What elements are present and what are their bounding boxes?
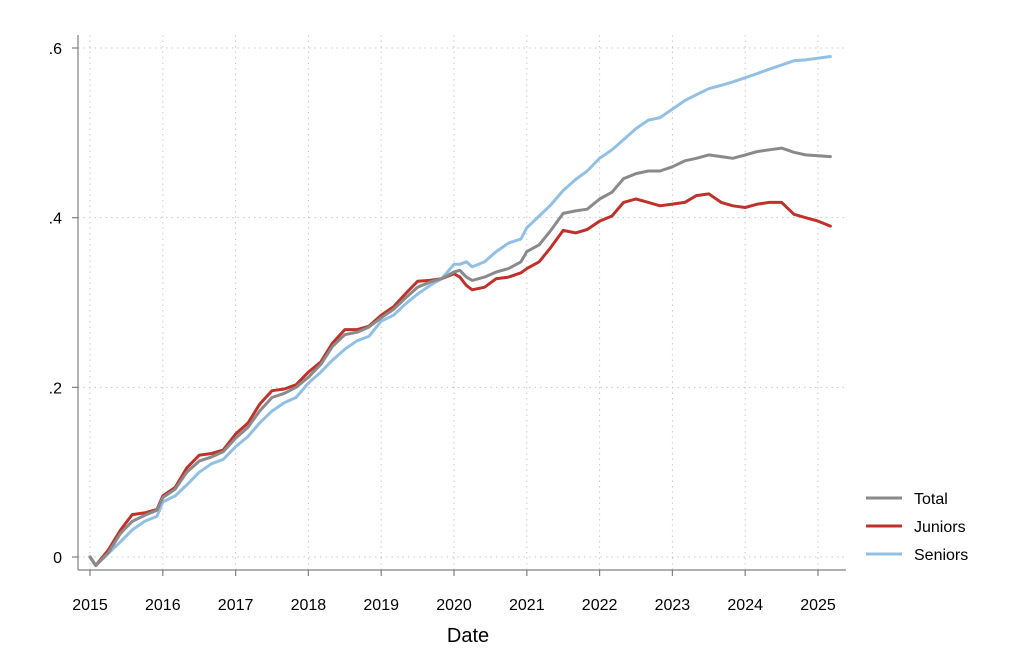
x-axis-title: Date	[447, 625, 489, 647]
y-tick-label: 0	[53, 550, 62, 567]
series-line-juniors	[88, 192, 832, 567]
x-tick-label: 2023	[655, 597, 691, 614]
axes: 0 .2 .4 .6 2015 2016 2017 2018 2019 2020 2021 2022 2…	[49, 35, 846, 614]
x-tick-label: 2016	[145, 597, 181, 614]
legend-item-total: Total	[866, 491, 948, 508]
legend-label: Seniors	[914, 547, 968, 564]
x-tick-label: 2015	[72, 597, 108, 614]
y-tick-label: .6	[49, 41, 62, 58]
legend-item-seniors: Seniors	[866, 547, 968, 564]
legend: Total Juniors Seniors	[866, 491, 968, 564]
legend-label: Juniors	[914, 519, 966, 536]
x-tick-label: 2025	[800, 597, 836, 614]
legend-item-juniors: Juniors	[866, 519, 966, 536]
x-tick-label: 2021	[509, 597, 545, 614]
legend-label: Total	[914, 491, 948, 508]
x-tick-label: 2017	[218, 597, 254, 614]
x-tick-label: 2020	[436, 597, 472, 614]
y-tick-label: .4	[49, 211, 62, 228]
x-tick-label: 2019	[363, 597, 399, 614]
x-tick-label: 2024	[727, 597, 763, 614]
grid-lines	[78, 35, 846, 570]
series-line-total	[88, 146, 832, 567]
x-tick-label: 2022	[582, 597, 618, 614]
y-tick-label: .2	[49, 380, 62, 397]
series-lines	[88, 55, 832, 567]
series-line-seniors	[88, 55, 832, 567]
x-tick-label: 2018	[291, 597, 327, 614]
